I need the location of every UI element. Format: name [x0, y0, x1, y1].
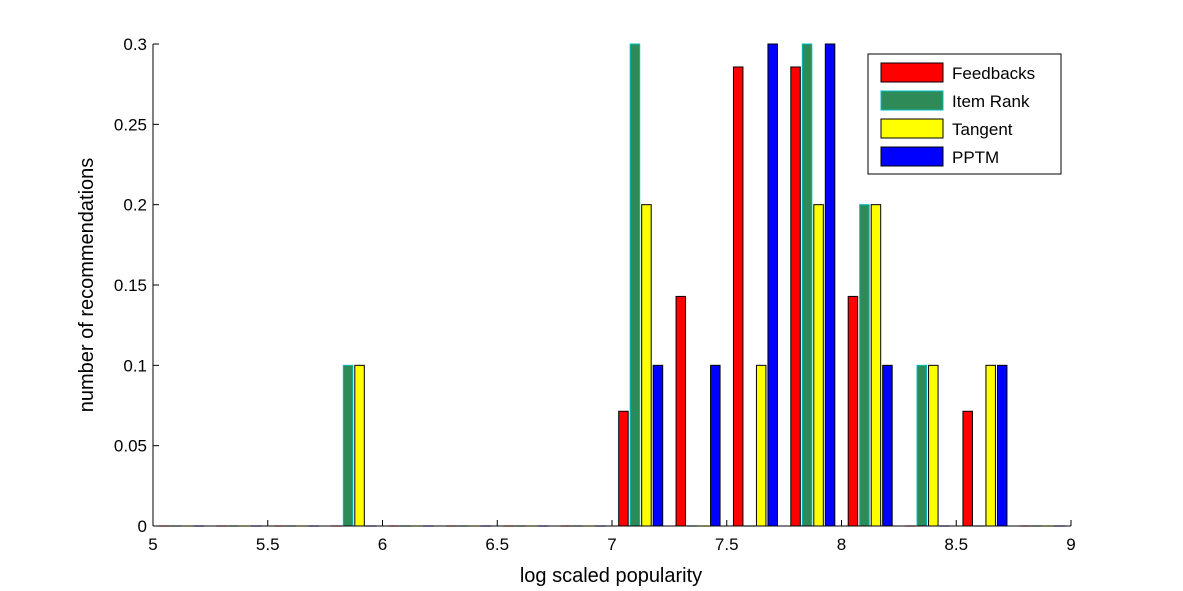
legend-swatch — [880, 62, 944, 83]
legend-swatch — [880, 118, 944, 139]
x-tick-label: 5 — [148, 535, 157, 554]
bar-pptm — [996, 364, 1008, 527]
y-tick-label: 0.1 — [123, 356, 147, 375]
legend-swatch — [880, 146, 944, 167]
x-tick-label: 6.5 — [485, 535, 509, 554]
x-tick-label: 5.5 — [256, 535, 280, 554]
y-axis-label: number of recommendations — [76, 158, 98, 413]
bar-tangent — [870, 204, 882, 527]
bar-pptm — [767, 43, 778, 527]
legend-label: Feedbacks — [952, 64, 1035, 83]
legend-label: Tangent — [952, 120, 1013, 139]
ticks-layer: 5 5.5 6 6.5 7 7.5 8 8.5 9 0 0.05 0.1 0.15 0.2 0.25 0.3 — [114, 35, 1076, 554]
bar-tangent — [985, 364, 996, 527]
bar-feedbacks — [847, 295, 859, 527]
x-axis-label: log scaled popularity — [520, 565, 702, 587]
bar-pptm — [824, 43, 836, 527]
bar-item-rank — [629, 43, 641, 527]
y-tick-label: 0.05 — [114, 437, 147, 456]
bar-feedbacks — [790, 66, 801, 527]
bar-feedbacks — [675, 295, 687, 527]
y-tick-label: 0 — [138, 517, 147, 536]
bar-feedbacks — [962, 410, 973, 527]
y-tick-label: 0.15 — [114, 276, 147, 295]
x-tick-label: 7 — [607, 535, 616, 554]
bar-item-rank — [859, 204, 870, 527]
bar-tangent — [928, 364, 939, 527]
bar-pptm — [710, 364, 721, 527]
y-tick-label: 0.2 — [123, 196, 147, 215]
x-tick-label: 8.5 — [944, 535, 968, 554]
y-tick-label: 0.3 — [123, 35, 147, 54]
x-tick-label: 6 — [378, 535, 387, 554]
legend-label: PPTM — [952, 148, 999, 167]
bar-tangent — [755, 364, 767, 527]
bar-feedbacks — [618, 410, 629, 527]
x-tick-label: 9 — [1066, 535, 1075, 554]
legend-label: Item Rank — [952, 92, 1030, 111]
legend: Feedbacks Item Rank Tangent PPTM — [867, 53, 1062, 175]
bar-pptm — [652, 364, 664, 527]
bar-tangent — [354, 364, 365, 527]
bar-pptm — [882, 364, 893, 527]
y-tick-label: 0.25 — [114, 115, 147, 134]
x-tick-label: 7.5 — [715, 535, 739, 554]
bar-item-rank — [916, 364, 928, 527]
bar-tangent — [641, 204, 652, 527]
bar-feedbacks — [732, 66, 744, 527]
bar-tangent — [813, 204, 824, 527]
x-tick-label: 8 — [837, 535, 846, 554]
bars-layer — [159, 43, 1065, 527]
bar-item-rank — [342, 364, 354, 527]
legend-swatch — [880, 90, 944, 111]
bar-item-rank — [801, 43, 813, 527]
